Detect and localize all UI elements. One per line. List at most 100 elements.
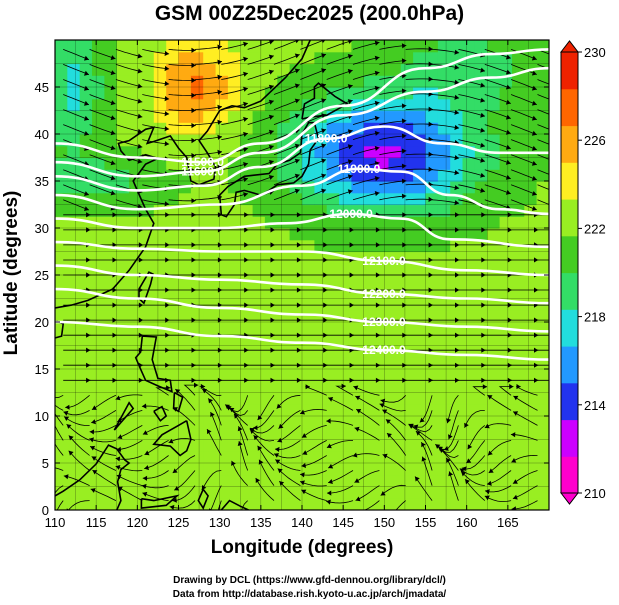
streamline-arrow (534, 287, 539, 293)
streamline (326, 420, 354, 426)
streamline-arrow (112, 362, 117, 368)
streamline-arrow (268, 144, 274, 150)
streamline-arrow (531, 115, 537, 121)
streamline (194, 166, 223, 171)
coastline (55, 40, 349, 510)
streamline (513, 395, 538, 411)
streamline-arrow (375, 377, 381, 383)
streamline-arrow (243, 192, 248, 198)
streamline-arrow (461, 466, 467, 472)
x-tick-label: 160 (456, 515, 478, 530)
streamline (437, 440, 459, 453)
streamline (221, 163, 249, 171)
streamline (464, 479, 486, 501)
streamline-arrow (112, 227, 117, 233)
streamline (464, 410, 485, 428)
streamline-arrow (328, 463, 334, 469)
coastline-segment (140, 494, 180, 509)
streamline-arrow (164, 96, 170, 102)
streamline (432, 109, 460, 114)
streamline-arrow (173, 407, 178, 412)
streamline (458, 79, 486, 87)
streamline-arrow (401, 133, 407, 139)
streamline-arrow (321, 68, 326, 74)
streamline (89, 184, 116, 195)
streamline-arrow (507, 377, 512, 383)
streamline-arrow (270, 227, 275, 233)
streamline-arrow (137, 158, 143, 164)
streamline-arrow (115, 395, 121, 401)
streamline-arrow (165, 287, 170, 293)
streamline (299, 409, 327, 415)
streamline-arrow (402, 227, 407, 233)
streamline-arrow (323, 317, 328, 323)
streamline (194, 136, 223, 140)
streamline (169, 500, 196, 509)
streamline (172, 406, 196, 426)
streamline (432, 94, 460, 99)
streamline-arrow (296, 377, 302, 383)
streamline-arrow (86, 227, 91, 233)
streamline (142, 425, 169, 435)
streamline-arrow (277, 468, 283, 474)
streamline (115, 465, 143, 472)
streamline (63, 199, 90, 211)
streamline-arrow (244, 302, 249, 308)
streamline (142, 492, 169, 501)
streamline-arrow (275, 446, 280, 452)
streamline-arrow (268, 69, 274, 75)
wind-streamlines (55, 40, 549, 510)
streamline-arrow (68, 435, 74, 441)
streamline-arrow (347, 69, 353, 74)
streamline (300, 53, 327, 65)
streamline-arrow (323, 302, 328, 308)
streamline-arrow (164, 50, 170, 56)
streamline (257, 395, 275, 421)
streamline (352, 117, 380, 125)
streamline-arrow (243, 86, 248, 92)
streamline-arrow (487, 480, 492, 486)
streamline-arrow (454, 185, 460, 191)
streamline (65, 394, 90, 408)
streamline-arrow (110, 115, 116, 121)
streamline (89, 139, 116, 150)
streamline-arrow (137, 53, 143, 59)
streamline-arrow (237, 441, 243, 446)
streamline-arrow (138, 377, 144, 383)
streamline-arrow (487, 450, 493, 456)
streamline-arrow (401, 73, 407, 79)
streamline-arrow (86, 362, 91, 368)
streamline-arrow (65, 404, 70, 410)
streamline-arrow (464, 422, 469, 428)
streamline-arrow (142, 475, 148, 481)
streamline (516, 386, 538, 396)
streamline-arrow (168, 438, 174, 444)
contour-line (55, 240, 549, 277)
streamline-arrow (84, 85, 89, 91)
streamline (300, 174, 327, 186)
streamline (247, 130, 274, 140)
streamline-arrow (243, 101, 248, 107)
streamline (247, 40, 274, 50)
streamline (89, 446, 116, 456)
streamline-arrow (86, 317, 91, 323)
streamline-arrow (268, 175, 274, 180)
streamline-arrow (379, 403, 385, 408)
streamline-arrow (531, 70, 537, 76)
streamline (258, 459, 275, 486)
streamline-arrow (217, 74, 222, 80)
streamline-arrow (191, 362, 196, 368)
streamline (487, 394, 512, 411)
streamline (199, 386, 222, 396)
streamline-arrow (481, 317, 486, 323)
contour-line (55, 212, 549, 249)
streamline (458, 139, 486, 147)
streamline (168, 199, 196, 202)
streamline (142, 79, 170, 85)
streamline (63, 410, 90, 416)
streamline (142, 94, 170, 100)
streamline-arrow (454, 64, 460, 70)
streamline (253, 410, 275, 429)
streamline (55, 404, 64, 411)
streamline-arrow (92, 470, 98, 475)
